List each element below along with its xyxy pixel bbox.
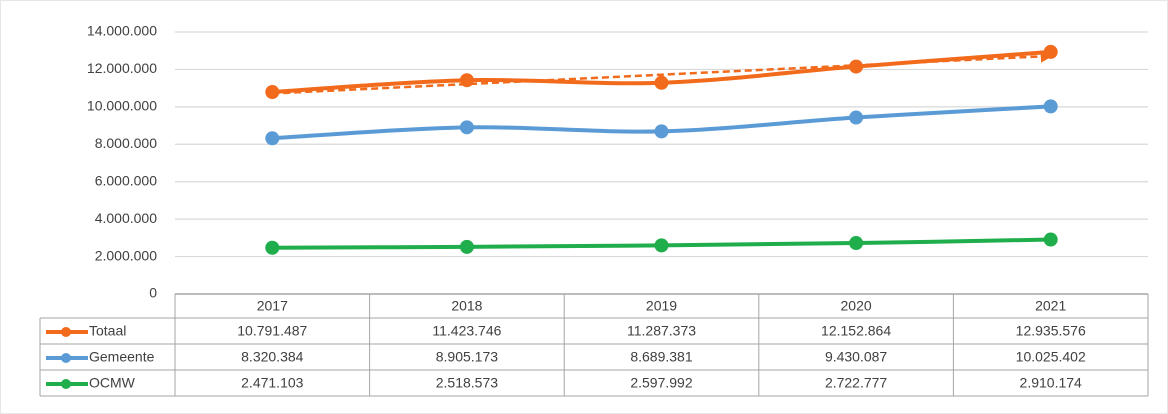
- table-value: 10.791.487: [237, 323, 307, 339]
- table-value: 9.430.087: [825, 349, 887, 365]
- table-value: 11.287.373: [627, 323, 696, 339]
- marker: [265, 240, 280, 255]
- y-tick-label: 14.000.000: [87, 23, 157, 39]
- table-value: 2.471.103: [241, 375, 303, 391]
- table-value: 2.722.777: [825, 375, 887, 391]
- marker: [265, 131, 280, 146]
- legend-label: Totaal: [89, 323, 126, 339]
- y-tick-label: 4.000.000: [95, 210, 157, 226]
- legend-label: Gemeente: [89, 349, 155, 365]
- marker: [459, 120, 474, 135]
- x-tick-label: 2017: [257, 298, 288, 314]
- marker: [654, 124, 669, 139]
- x-tick-label: 2020: [841, 298, 872, 314]
- marker: [654, 238, 669, 253]
- y-tick-label: 8.000.000: [95, 135, 157, 151]
- marker: [1043, 44, 1058, 59]
- marker: [654, 75, 669, 90]
- x-tick-label: 2021: [1035, 298, 1066, 314]
- y-tick-label: 6.000.000: [95, 172, 157, 188]
- marker: [459, 73, 474, 88]
- table-value: 8.689.381: [630, 349, 692, 365]
- legend-marker: [61, 379, 71, 389]
- marker: [1043, 99, 1058, 114]
- y-tick-label: 10.000.000: [87, 98, 157, 114]
- legend-marker: [61, 353, 71, 363]
- table-value: 12.152.864: [821, 323, 891, 339]
- marker: [849, 236, 864, 251]
- y-tick-label: 12.000.000: [87, 60, 157, 76]
- table-value: 8.905.173: [436, 349, 498, 365]
- marker: [849, 110, 864, 125]
- table-value: 8.320.384: [241, 349, 303, 365]
- marker: [1043, 232, 1058, 247]
- table-value: 10.025.402: [1016, 349, 1086, 365]
- table-value: 11.423.746: [432, 323, 501, 339]
- x-tick-label: 2018: [451, 298, 482, 314]
- marker: [849, 59, 864, 74]
- y-tick-label: 0: [149, 285, 157, 301]
- marker: [459, 239, 474, 254]
- table-value: 2.910.174: [1020, 375, 1082, 391]
- y-tick-label: 2.000.000: [95, 247, 157, 263]
- table-value: 12.935.576: [1016, 323, 1086, 339]
- marker: [265, 85, 280, 100]
- table-value: 2.518.573: [436, 375, 498, 391]
- trendline: [272, 50, 1054, 95]
- legend-label: OCMW: [89, 375, 136, 391]
- x-tick-label: 2019: [646, 298, 677, 314]
- legend-marker: [61, 327, 71, 337]
- table-value: 2.597.992: [630, 375, 692, 391]
